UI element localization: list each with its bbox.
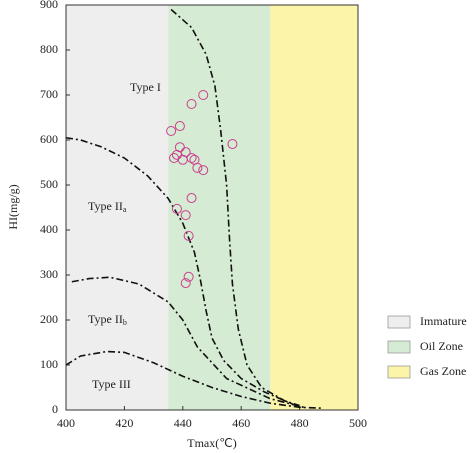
type-label-sub: a bbox=[123, 205, 127, 214]
sample-point bbox=[180, 278, 191, 289]
zone bbox=[66, 5, 169, 410]
legend-swatch bbox=[387, 315, 411, 329]
y-axis-title: HI(mg/g) bbox=[6, 184, 20, 229]
y-tick-label: 600 bbox=[40, 132, 58, 146]
x-tick-label: 480 bbox=[291, 416, 309, 430]
legend-label: Immature bbox=[420, 314, 467, 328]
boundary-curve bbox=[170, 8, 300, 407]
sample-point bbox=[180, 210, 191, 221]
type-label-text: Type III bbox=[92, 377, 131, 391]
type-label-text: Type II bbox=[88, 199, 123, 213]
y-tick-label: 100 bbox=[40, 357, 58, 371]
legend-swatch bbox=[387, 340, 411, 354]
x-axis-title: Tmax(℃) bbox=[187, 436, 236, 450]
sample-point bbox=[183, 271, 194, 282]
x-tick-label: 420 bbox=[115, 416, 133, 430]
x-tick-label: 500 bbox=[349, 416, 367, 430]
type-label: Type III bbox=[92, 377, 131, 391]
sample-point bbox=[186, 153, 197, 163]
plot-frame bbox=[65, 4, 359, 411]
type-label: Type IIa bbox=[88, 199, 127, 214]
sample-point bbox=[171, 149, 182, 160]
sample-point bbox=[171, 203, 182, 214]
type-label-text: Type I bbox=[130, 80, 161, 94]
sample-point bbox=[198, 90, 209, 100]
sample-point bbox=[174, 121, 185, 132]
x-tick-label: 440 bbox=[174, 416, 192, 430]
legend-label: Oil Zone bbox=[420, 339, 463, 353]
zone bbox=[168, 5, 271, 410]
x-tick-label: 460 bbox=[232, 416, 250, 430]
sample-point bbox=[192, 162, 203, 173]
y-tick-label: 200 bbox=[40, 312, 58, 326]
y-tick-label: 700 bbox=[40, 87, 58, 101]
y-tick-label: 400 bbox=[40, 222, 58, 236]
type-label: Type IIb bbox=[88, 312, 127, 327]
legend-swatch bbox=[387, 365, 411, 379]
type-label: Type I bbox=[130, 80, 161, 94]
sample-point bbox=[166, 126, 177, 136]
zone bbox=[270, 5, 358, 410]
sample-point bbox=[227, 139, 238, 150]
type-label-sub: b bbox=[123, 318, 127, 327]
sample-point bbox=[183, 230, 194, 241]
sample-point bbox=[186, 193, 197, 204]
y-tick-label: 500 bbox=[40, 177, 58, 191]
y-tick-label: 0 bbox=[52, 402, 58, 416]
y-tick-label: 300 bbox=[40, 267, 58, 281]
x-tick-label: 400 bbox=[57, 416, 75, 430]
type-label-text: Type II bbox=[88, 312, 123, 326]
y-tick-label: 900 bbox=[40, 0, 58, 11]
y-tick-label: 800 bbox=[40, 42, 58, 56]
boundary-curve bbox=[65, 350, 323, 409]
sample-point bbox=[186, 99, 197, 109]
boundary-curve bbox=[65, 136, 295, 406]
legend-label: Gas Zone bbox=[420, 364, 466, 378]
sample-point bbox=[198, 165, 209, 176]
